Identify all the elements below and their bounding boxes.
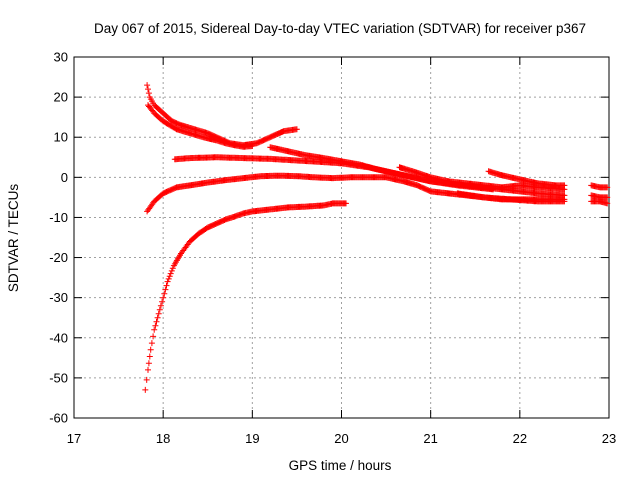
axis-ticks bbox=[73, 56, 610, 419]
data-point bbox=[249, 143, 256, 149]
y-tick-label: 10 bbox=[54, 130, 68, 145]
y-tick-label: 0 bbox=[61, 170, 68, 185]
data-point bbox=[604, 194, 611, 201]
x-tick-label: 18 bbox=[156, 431, 170, 446]
data-point bbox=[155, 310, 162, 317]
y-tick-label: 20 bbox=[54, 90, 68, 105]
x-tick-label: 20 bbox=[334, 431, 348, 446]
data-point bbox=[144, 82, 151, 89]
chart-title: Day 067 of 2015, Sidereal Day-to-day VTE… bbox=[94, 21, 586, 36]
data-point bbox=[293, 126, 300, 133]
data-point bbox=[164, 278, 171, 285]
data-point bbox=[165, 275, 172, 282]
data-point bbox=[168, 267, 175, 274]
x-tick-labels: 17 18 19 20 21 22 23 bbox=[67, 431, 616, 446]
y-tick-label: -60 bbox=[49, 411, 68, 426]
data-point bbox=[154, 314, 161, 321]
data-point bbox=[145, 86, 151, 93]
data-point bbox=[150, 333, 157, 340]
data-point bbox=[152, 322, 159, 329]
data-point bbox=[561, 198, 568, 205]
x-tick-label: 21 bbox=[423, 431, 437, 446]
data-point bbox=[160, 294, 167, 301]
y-tick-label: -20 bbox=[49, 250, 68, 265]
data-point bbox=[163, 282, 170, 289]
data-point bbox=[143, 376, 150, 383]
data-point bbox=[604, 184, 611, 191]
data-point bbox=[151, 326, 158, 333]
y-tick-label: -50 bbox=[49, 370, 68, 385]
y-tick-labels: -60 -50 -40 -30 -20 -10 0 10 20 30 bbox=[49, 50, 68, 426]
data-point bbox=[169, 265, 176, 272]
y-tick-label: -40 bbox=[49, 330, 68, 345]
y-tick-label: -10 bbox=[49, 210, 68, 225]
x-tick-label: 17 bbox=[67, 431, 81, 446]
data-point bbox=[145, 366, 151, 373]
data-point bbox=[161, 290, 168, 297]
data-point bbox=[153, 318, 160, 325]
data-point bbox=[167, 270, 174, 277]
data-point bbox=[561, 182, 568, 189]
x-axis-label: GPS time / hours bbox=[289, 458, 392, 473]
y-tick-label: 30 bbox=[54, 50, 68, 65]
y-axis-label: SDTVAR / TECUs bbox=[6, 184, 21, 293]
data-point bbox=[142, 386, 149, 393]
data-point bbox=[343, 200, 349, 207]
data-point bbox=[147, 346, 154, 353]
x-tick-label: 23 bbox=[602, 431, 616, 446]
data-point bbox=[156, 306, 163, 313]
data-point bbox=[604, 200, 611, 207]
data-point bbox=[145, 90, 152, 97]
data-points bbox=[142, 82, 611, 393]
x-tick-label: 19 bbox=[245, 431, 259, 446]
data-point bbox=[159, 298, 166, 305]
x-tick-label: 22 bbox=[513, 431, 527, 446]
data-point bbox=[148, 340, 155, 347]
data-point bbox=[157, 302, 164, 309]
data-point bbox=[166, 273, 173, 280]
data-point bbox=[146, 353, 153, 360]
y-tick-label: -30 bbox=[49, 290, 68, 305]
data-point bbox=[145, 360, 152, 367]
data-point bbox=[561, 192, 568, 199]
data-point bbox=[162, 286, 169, 293]
